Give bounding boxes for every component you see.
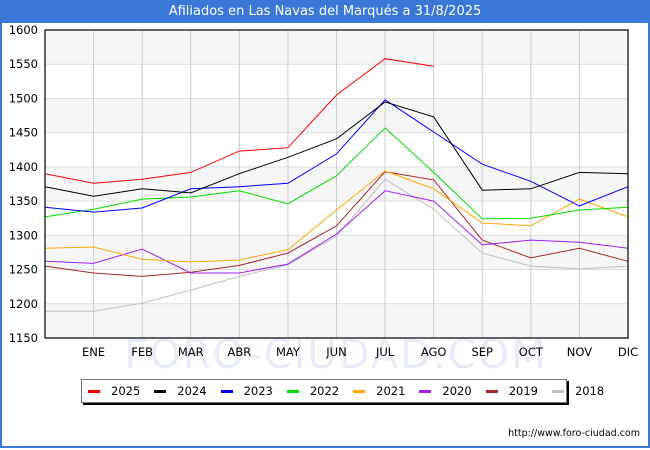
y-tick-label: 1600 <box>9 23 38 37</box>
x-tick-label: ABR <box>227 345 251 359</box>
footer-url: http://www.foro-ciudad.com <box>508 428 640 439</box>
legend-swatch <box>220 389 233 393</box>
series-line-2019 <box>44 171 629 277</box>
y-tick-label: 1300 <box>9 228 38 242</box>
y-tick-label: 1500 <box>9 91 38 105</box>
legend-item-2019: 2019 <box>485 384 538 398</box>
legend-item-2023: 2023 <box>220 384 273 398</box>
legend-swatch <box>551 389 564 393</box>
y-tick-labels: 1150 1200 1250 1300 1350 1400 1450 1500 1550 1600 <box>9 23 38 345</box>
x-tick-label: MAY <box>276 345 301 359</box>
x-tick-label: FEB <box>131 345 153 359</box>
x-tick-label: SEP <box>471 345 493 359</box>
legend-item-2018: 2018 <box>551 384 605 398</box>
chart-title: Afiliados en Las Navas del Marqués a 31/… <box>0 0 650 23</box>
legend: 2025 2024 2023 2022 2021 2020 2019 2018 <box>81 379 604 403</box>
legend-item-2020: 2020 <box>419 384 472 398</box>
legend-item-2025: 2025 <box>88 384 140 398</box>
legend-swatch <box>485 389 498 393</box>
plot-border <box>44 29 629 339</box>
x-tick-label: OCT <box>519 345 544 359</box>
series-line-2018 <box>45 178 629 312</box>
y-tick-label: 1150 <box>9 331 38 345</box>
x-tick-label: MAR <box>178 345 204 359</box>
series-line-2020 <box>44 190 629 274</box>
y-tick-label: 1550 <box>9 57 38 71</box>
y-tick-label: 1450 <box>9 126 38 140</box>
legend-label: 2025 <box>111 384 141 398</box>
legend-label: 2023 <box>243 384 273 398</box>
legend-label: 2024 <box>177 384 207 398</box>
legend-swatch <box>88 389 100 393</box>
legend-item-2021: 2021 <box>353 384 405 398</box>
series-line-2022 <box>44 127 629 220</box>
x-tick-label: NOV <box>567 345 592 359</box>
x-tick-label: DIC <box>618 345 638 359</box>
legend-swatch <box>154 389 167 393</box>
y-tick-label: 1250 <box>9 263 38 277</box>
legend-swatch <box>286 389 299 393</box>
y-tick-label: 1400 <box>9 160 38 174</box>
legend-swatch <box>419 389 432 393</box>
legend-label: 2021 <box>376 384 406 398</box>
legend-label: 2020 <box>442 384 472 398</box>
x-tick-label: ENE <box>82 345 105 359</box>
x-tick-label: AGO <box>421 345 447 359</box>
legend-item-2024: 2024 <box>154 384 207 398</box>
legend-label: 2019 <box>508 384 538 398</box>
y-tick-label: 1200 <box>9 297 38 311</box>
series-line-2021 <box>44 170 629 263</box>
series-line-2024 <box>44 101 629 197</box>
x-tick-label: JUN <box>325 345 346 359</box>
axes <box>44 29 629 339</box>
legend-swatch <box>353 389 366 393</box>
series-line-2025 <box>44 58 434 184</box>
legend-item-2022: 2022 <box>286 384 340 398</box>
series-line-2023 <box>44 99 629 213</box>
watermark: FORO-CIUDAD.COM <box>124 332 547 378</box>
legend-label: 2022 <box>309 384 340 398</box>
x-tick-label: JUL <box>375 345 395 359</box>
series-lines <box>44 58 629 312</box>
legend-label: 2018 <box>574 384 605 398</box>
y-tick-label: 1350 <box>9 194 38 208</box>
x-tick-labels: ENE FEB MAR ABR MAY JUN JUL AGO SEP OCT NOV DIC <box>82 345 638 359</box>
